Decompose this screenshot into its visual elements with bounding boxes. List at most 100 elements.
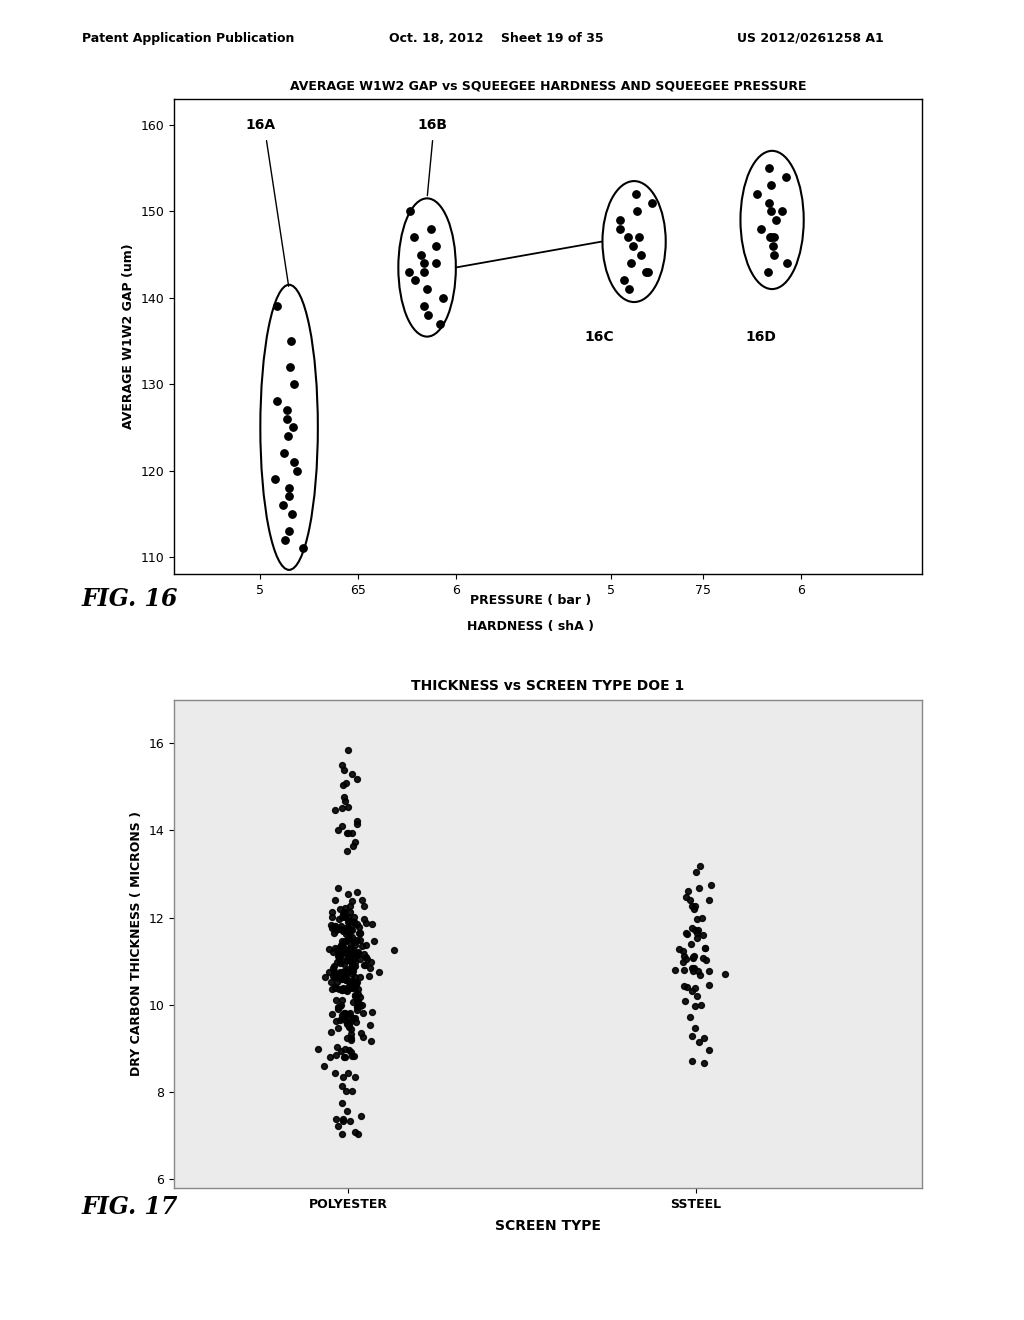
Point	[336, 902, 352, 923]
Point	[349, 995, 366, 1016]
Point	[321, 939, 337, 960]
Point	[338, 968, 354, 989]
Point	[350, 991, 367, 1012]
Point	[354, 890, 371, 911]
Point	[267, 469, 284, 490]
Point	[334, 990, 350, 1011]
Point	[689, 986, 706, 1007]
Point	[701, 974, 718, 995]
X-axis label: SCREEN TYPE: SCREEN TYPE	[495, 1220, 601, 1233]
Point	[331, 945, 347, 966]
Point	[344, 822, 360, 843]
Point	[416, 296, 432, 317]
Point	[348, 882, 365, 903]
Point	[675, 952, 691, 973]
Point	[339, 822, 355, 843]
Point	[678, 948, 694, 969]
Point	[342, 977, 358, 998]
Point	[279, 400, 295, 421]
Point	[349, 983, 366, 1005]
Point	[336, 1003, 352, 1024]
Point	[348, 929, 365, 950]
Point	[616, 269, 633, 290]
Point	[332, 898, 348, 919]
Point	[331, 964, 347, 985]
Point	[338, 1101, 354, 1122]
Point	[352, 948, 369, 969]
Point	[340, 1016, 356, 1038]
Point	[678, 887, 694, 908]
Point	[675, 940, 691, 961]
Point	[336, 1003, 352, 1024]
Point	[343, 961, 359, 982]
Y-axis label: DRY CARBON THICKNESS ( MICRONS ): DRY CARBON THICKNESS ( MICRONS )	[130, 812, 143, 1076]
Point	[344, 964, 360, 985]
Point	[348, 972, 365, 993]
Point	[328, 919, 344, 940]
Point	[274, 495, 291, 516]
Point	[268, 296, 285, 317]
Point	[413, 244, 429, 265]
Text: HARDNESS ( shA ): HARDNESS ( shA )	[467, 620, 594, 634]
Point	[335, 933, 351, 954]
Point	[689, 919, 706, 940]
Point	[340, 1015, 356, 1036]
Point	[349, 990, 366, 1011]
Point	[332, 953, 348, 974]
Point	[362, 952, 379, 973]
Point	[683, 933, 699, 954]
Point	[332, 942, 348, 964]
Point	[345, 970, 361, 991]
Point	[344, 952, 360, 973]
Point	[344, 958, 360, 979]
Point	[331, 937, 347, 958]
Point	[763, 201, 779, 222]
Point	[342, 937, 358, 958]
Point	[334, 969, 350, 990]
Point	[351, 916, 368, 937]
Point	[341, 902, 357, 923]
Point	[346, 942, 362, 964]
Point	[327, 964, 343, 985]
Point	[340, 921, 356, 942]
Point	[352, 921, 369, 942]
Point	[763, 174, 779, 195]
Point	[282, 520, 298, 541]
Point	[679, 977, 695, 998]
Point	[331, 949, 347, 970]
Point	[337, 1039, 353, 1060]
Point	[347, 944, 364, 965]
Point	[761, 157, 777, 178]
Point	[330, 1018, 346, 1039]
Point	[338, 961, 354, 982]
Point	[343, 1023, 359, 1044]
Point	[351, 966, 368, 987]
Point	[338, 949, 354, 970]
Point	[335, 920, 351, 941]
Point	[334, 979, 350, 1001]
Point	[685, 957, 701, 978]
Point	[341, 1011, 357, 1032]
Point	[333, 969, 349, 990]
Point	[353, 1022, 370, 1043]
Point	[327, 978, 343, 999]
Point	[362, 1030, 379, 1051]
Point	[336, 961, 352, 982]
Point	[325, 917, 341, 939]
Point	[336, 1047, 352, 1068]
Point	[693, 908, 710, 929]
Point	[342, 1002, 358, 1023]
Point	[685, 961, 701, 982]
Point	[338, 924, 354, 945]
Point	[345, 974, 361, 995]
Point	[347, 973, 364, 994]
Point	[339, 929, 355, 950]
Point	[687, 895, 703, 916]
Point	[348, 985, 365, 1006]
Point	[345, 836, 361, 857]
Point	[357, 946, 374, 968]
Point	[327, 800, 343, 821]
Point	[352, 986, 369, 1007]
Point	[688, 862, 705, 883]
Point	[339, 920, 355, 941]
